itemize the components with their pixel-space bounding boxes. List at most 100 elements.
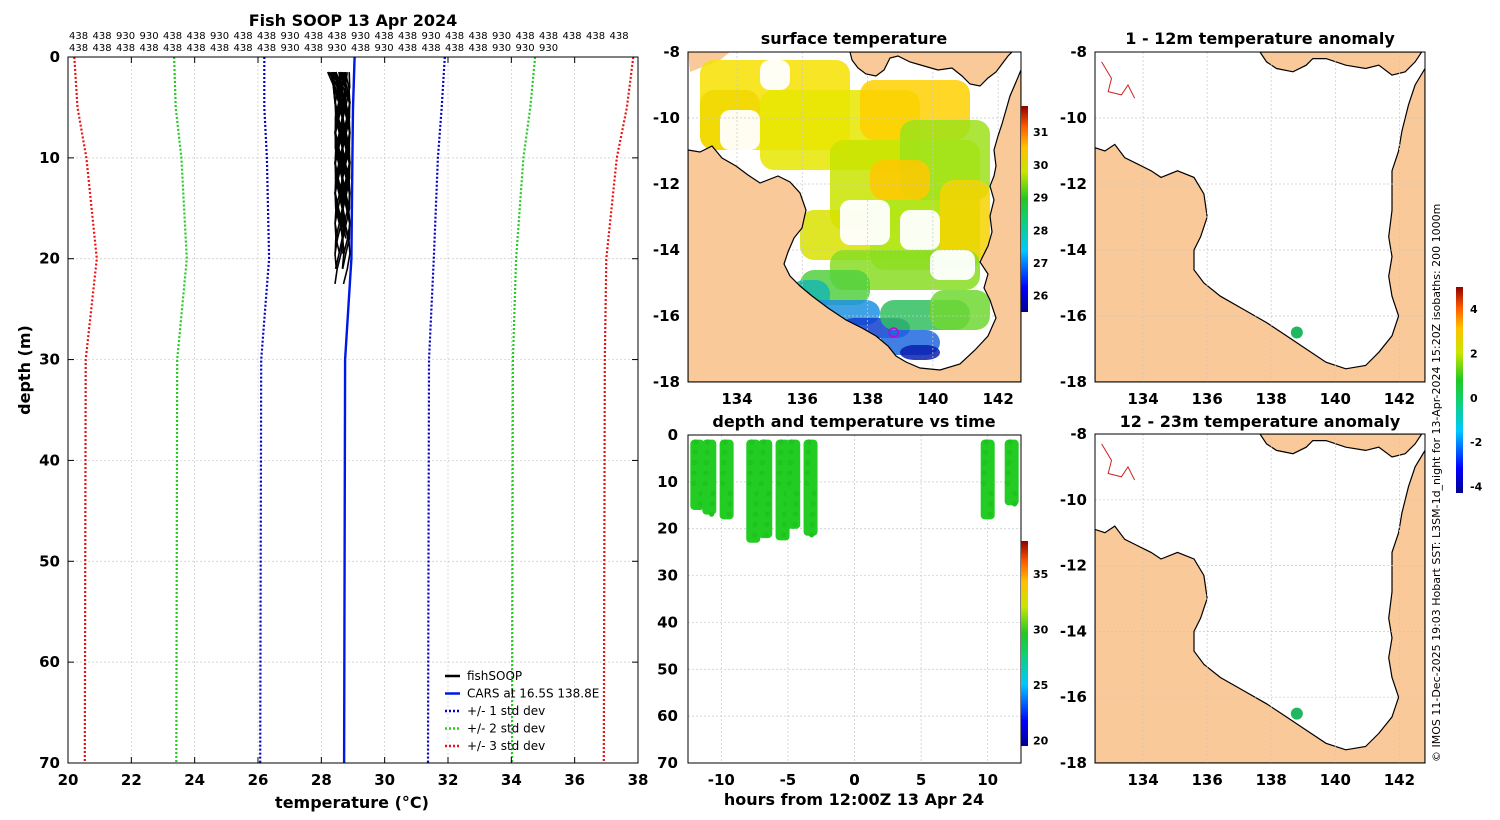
cast-sample-point <box>983 439 989 445</box>
profile-title: Fish SOOP 13 Apr 2024 <box>249 11 458 30</box>
cast-samples <box>1004 439 1019 506</box>
cast-sample-point <box>747 470 753 476</box>
device-id-label: 930 <box>116 31 135 42</box>
device-id-label: 438 <box>187 43 206 54</box>
cast-samples <box>803 439 818 536</box>
lon-tick-label: 136 <box>1191 771 1222 789</box>
x-tick-label: 5 <box>916 771 926 789</box>
lat-tick-label: -14 <box>1060 241 1087 259</box>
cast-sample-point <box>721 460 727 466</box>
x-tick-label: 24 <box>184 771 205 789</box>
device-id-label: 438 <box>140 43 159 54</box>
device-id-label: 438 <box>210 43 229 54</box>
sst-cloud-gap <box>930 250 975 280</box>
cast-sample-point <box>809 532 815 538</box>
device-id-label: 438 <box>328 31 347 42</box>
timeseries-xlabel: hours from 12:00Z 13 Apr 24 <box>724 790 984 809</box>
sst-colorbar-tick-label: 27 <box>1033 257 1048 270</box>
device-id-label: 438 <box>234 43 253 54</box>
cast-sample-point <box>781 532 787 538</box>
device-id-label: 438 <box>563 31 582 42</box>
cast-sample-point <box>705 439 711 445</box>
timeseries-colorbar-tick-label: 20 <box>1033 734 1049 747</box>
lat-tick-label: -16 <box>653 307 680 325</box>
device-id-label: 438 <box>445 31 464 42</box>
anom2-ticks: 134 136 138 140 142 -8 -10 -12 -14 -16 -18 <box>1060 425 1415 789</box>
cast-sample-point <box>752 511 759 517</box>
cast-sample-point <box>703 470 709 476</box>
lon-tick-label: 142 <box>982 390 1013 408</box>
timeseries-colorbar-tick-label: 30 <box>1033 624 1049 637</box>
x-tick-label: 22 <box>121 771 142 789</box>
cast-sample-point <box>747 460 754 466</box>
cast-sample-point <box>704 460 710 466</box>
cast-sample-point <box>982 460 988 466</box>
device-id-label: 438 <box>304 31 323 42</box>
profile-panel: Fish SOOP 13 Apr 2024 438 438 930 930 438 438… <box>15 11 648 812</box>
cast-sample-point <box>794 490 800 497</box>
lat-tick-label: -14 <box>1060 622 1087 640</box>
cast-samples <box>980 439 995 520</box>
x-tick-label: 26 <box>248 771 269 789</box>
y-tick-label: 10 <box>39 149 60 167</box>
device-id-label: 438 <box>398 43 417 54</box>
cast-sample-point <box>778 439 784 445</box>
cast-sample-point <box>789 439 795 445</box>
device-id-label: 438 <box>163 43 182 54</box>
y-tick-label: 20 <box>657 520 678 538</box>
cast-sample-point <box>753 501 759 507</box>
lat-tick-label: -18 <box>1060 754 1087 772</box>
fishsoop-cast <box>329 71 343 209</box>
lat-tick-label: -16 <box>1060 688 1087 706</box>
sst-land-west <box>688 69 1021 382</box>
cast-sample-point <box>726 501 733 507</box>
lon-tick-label: 142 <box>1384 771 1415 789</box>
lon-tick-label: 134 <box>1127 390 1158 408</box>
lat-tick-label: -12 <box>1060 557 1087 575</box>
cast-sample-point <box>805 460 811 466</box>
cast-sample-point <box>690 480 697 486</box>
sst-colorbar-tick-label: 26 <box>1033 290 1049 303</box>
anom1-ticks: 134 136 138 140 142 -8 -10 -12 -14 -16 -18 <box>1060 43 1415 408</box>
x-tick-label: -10 <box>708 771 735 789</box>
lat-tick-label: -10 <box>653 109 680 127</box>
timeseries-casts <box>690 439 1019 543</box>
device-id-label: 930 <box>422 31 441 42</box>
anom2-axes-box <box>1094 433 1426 764</box>
cast-sample-point <box>764 521 770 528</box>
legend-entry: +/- 2 std dev <box>467 722 545 736</box>
cast-sample-point <box>792 511 799 517</box>
cast-sample-point <box>692 449 698 455</box>
fishsoop-cast <box>334 71 344 209</box>
cast-sample-point <box>754 490 760 497</box>
anomaly-colorbar-tick-label: -4 <box>1470 480 1483 493</box>
anom-grid <box>1095 434 1425 763</box>
device-id-label: 930 <box>375 43 394 54</box>
cast-sample-point <box>793 501 799 507</box>
cast-sample-point <box>988 501 994 507</box>
y-tick-label: 50 <box>39 552 60 570</box>
cast-sample-point <box>1005 480 1011 486</box>
device-id-label: 438 <box>610 31 629 42</box>
y-tick-label: 0 <box>668 426 678 444</box>
y-tick-label: 0 <box>50 48 60 66</box>
anomaly-colorbar-tick-label: 0 <box>1470 392 1478 405</box>
std-dev-2-upper <box>510 57 537 763</box>
cast-sample-point <box>776 470 782 476</box>
cast-sample-point <box>981 470 988 476</box>
cast-sample-point <box>777 449 784 455</box>
y-tick-label: 60 <box>39 653 60 671</box>
sst-field <box>700 60 990 360</box>
lon-tick-label: 136 <box>1191 390 1222 408</box>
anom-isobath <box>1101 443 1136 481</box>
device-id-label: 930 <box>492 31 511 42</box>
y-tick-label: 70 <box>39 754 60 772</box>
device-id-label: 438 <box>93 31 112 42</box>
lat-tick-label: -18 <box>653 373 680 391</box>
anom1-title: 1 - 12m temperature anomaly <box>1125 29 1395 48</box>
anom-fish-location <box>1290 326 1303 339</box>
lat-tick-label: -8 <box>663 43 680 61</box>
anom-isobath <box>1101 61 1136 99</box>
lat-tick-label: -12 <box>1060 175 1087 193</box>
device-id-label: 438 <box>187 31 206 42</box>
